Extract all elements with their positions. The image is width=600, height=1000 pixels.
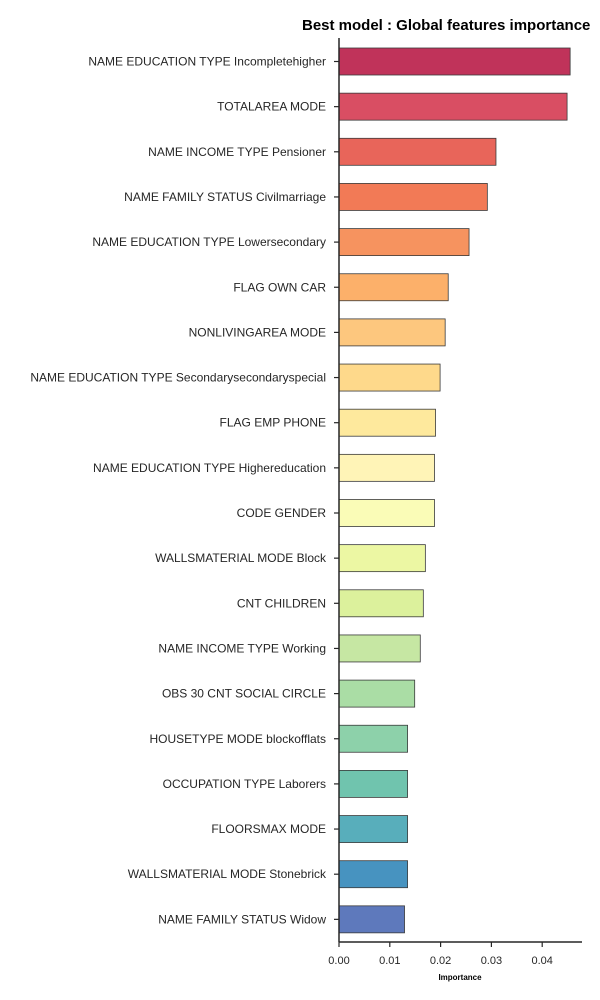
- bar: [338, 679, 416, 708]
- y-tick-label: NAME EDUCATION TYPE Lowersecondary: [92, 235, 326, 249]
- y-tick-label: WALLSMATERIAL MODE Stonebrick: [128, 867, 327, 881]
- axes-group: [334, 38, 582, 943]
- y-tick-label: FLOORSMAX MODE: [211, 822, 326, 836]
- bar: [338, 408, 436, 437]
- y-tick-label: FLAG EMP PHONE: [220, 416, 326, 430]
- bar: [338, 905, 405, 934]
- bar: [338, 770, 408, 798]
- y-tick-label: CNT CHILDREN: [237, 596, 326, 610]
- bar: [338, 724, 408, 753]
- y-axis-labels: NAME EDUCATION TYPE Incompletehigher TOTA…: [30, 55, 327, 927]
- x-tick-label: 0.02: [430, 955, 451, 967]
- bar: [338, 589, 424, 618]
- y-tick-label: TOTALAREA MODE: [217, 100, 326, 114]
- y-tick-label: CODE GENDER: [237, 506, 327, 520]
- y-tick-label: NAME INCOME TYPE Pensioner: [148, 145, 326, 159]
- bar: [338, 499, 435, 527]
- bar: [338, 137, 497, 166]
- bars-group: [338, 47, 571, 934]
- y-tick-label: NAME FAMILY STATUS Civilmarriage: [124, 190, 326, 204]
- bar: [338, 544, 426, 573]
- bar: [338, 228, 470, 257]
- bar: [338, 453, 435, 482]
- x-axis-ticks: 0.00 0.01 0.02 0.03 0.04: [328, 942, 553, 967]
- y-tick-label: NAME FAMILY STATUS Widow: [158, 912, 326, 926]
- bar: [338, 92, 568, 121]
- bar: [338, 363, 441, 392]
- bar: [338, 273, 449, 302]
- bar: [338, 860, 408, 889]
- bar: [338, 815, 408, 843]
- y-tick-label: NAME EDUCATION TYPE Incompletehigher: [88, 55, 326, 69]
- y-tick-label: FLAG OWN CAR: [233, 280, 326, 294]
- x-axis-title: Importance: [438, 973, 482, 982]
- bar: [338, 47, 571, 76]
- bar: [338, 634, 421, 663]
- y-tick-label: OBS 30 CNT SOCIAL CIRCLE: [162, 687, 326, 701]
- bar: [338, 318, 446, 347]
- y-tick-label: NAME EDUCATION TYPE Highereducation: [93, 461, 326, 475]
- y-tick-label: NONLIVINGAREA MODE: [189, 325, 326, 339]
- bar: [338, 183, 488, 211]
- chart-title: Best model : Global features importance: [302, 17, 590, 34]
- y-tick-label: WALLSMATERIAL MODE Block: [155, 551, 327, 565]
- y-tick-label: OCCUPATION TYPE Laborers: [163, 777, 326, 791]
- x-tick-label: 0.04: [531, 955, 552, 967]
- x-tick-label: 0.01: [379, 955, 400, 967]
- y-tick-label: NAME EDUCATION TYPE Secondarysecondarysp…: [30, 371, 326, 385]
- y-tick-label: HOUSETYPE MODE blockofflats: [150, 732, 327, 746]
- y-tick-label: NAME INCOME TYPE Working: [158, 641, 326, 655]
- x-tick-label: 0.03: [481, 955, 502, 967]
- x-tick-label: 0.00: [328, 955, 349, 967]
